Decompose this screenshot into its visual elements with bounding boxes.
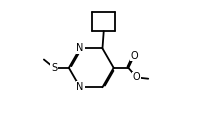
Text: N: N: [76, 43, 83, 54]
Text: O: O: [130, 51, 137, 61]
Text: S: S: [51, 63, 57, 73]
Text: N: N: [76, 82, 83, 92]
Text: O: O: [132, 72, 140, 82]
